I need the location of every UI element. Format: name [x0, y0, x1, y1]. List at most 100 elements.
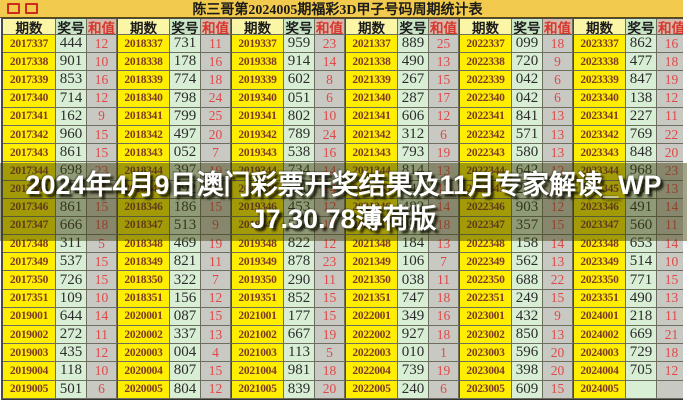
number-cell: 482 — [398, 198, 429, 217]
period-cell: 2023002 — [459, 326, 512, 345]
number-cell: 774 — [170, 71, 201, 90]
number-cell: 669 — [626, 326, 657, 345]
sum-cell: 21 — [657, 326, 687, 345]
period-cell: 2022004 — [345, 362, 398, 381]
sum-cell: 19 — [657, 71, 687, 90]
number-cell: 602 — [284, 71, 315, 90]
period-cell: 2022343 — [459, 144, 512, 163]
period-cell: 2023337 — [573, 35, 626, 54]
period-cell: 2018339 — [117, 71, 170, 90]
sum-cell: 15 — [87, 271, 117, 290]
number-cell: 698 — [56, 162, 87, 181]
number-cell: 667 — [284, 326, 315, 345]
number-cell: 726 — [56, 271, 87, 290]
number-cell: 889 — [398, 35, 429, 54]
sum-cell: 12 — [543, 198, 573, 217]
number-cell: 042 — [512, 71, 543, 90]
period-cell: 2021337 — [345, 35, 398, 54]
number-cell: 312 — [398, 125, 429, 145]
period-cell: 2020005 — [117, 380, 170, 399]
number-cell: 852 — [284, 289, 315, 308]
sum-cell: 11 — [315, 271, 345, 290]
sum-cell: 11 — [201, 180, 231, 199]
number-cell: 038 — [398, 271, 429, 290]
period-cell: 2021346 — [345, 198, 398, 217]
period-cell: 2024002 — [573, 326, 626, 345]
period-cell: 2017349 — [3, 253, 56, 272]
sum-cell: 18 — [201, 71, 231, 90]
sum-cell: 9 — [87, 107, 117, 126]
number-cell: 734 — [284, 162, 315, 181]
sum-cell: 15 — [543, 380, 573, 399]
period-cell: 2021004 — [231, 362, 284, 381]
period-cell: 2017341 — [3, 107, 56, 126]
period-cell: 2021338 — [345, 53, 398, 72]
sum-cell: 10 — [87, 53, 117, 72]
number-cell: 109 — [56, 289, 87, 308]
period-cell: 2019348 — [231, 235, 284, 254]
sum-cell: 1 — [429, 344, 459, 363]
period-cell: 2022001 — [345, 307, 398, 326]
sum-cell: 13 — [429, 235, 459, 254]
period-cell: 2019339 — [231, 71, 284, 90]
period-cell: 2018340 — [117, 89, 170, 108]
period-cell: 2021003 — [231, 344, 284, 363]
sum-cell: 20 — [201, 125, 231, 145]
period-cell: 2022341 — [459, 107, 512, 126]
period-cell: 2019004 — [3, 362, 56, 381]
period-cell: 2022348 — [459, 235, 512, 254]
number-cell: 841 — [512, 107, 543, 126]
sum-cell: 12 — [201, 289, 231, 308]
period-cell: 2017347 — [3, 216, 56, 236]
period-cell: 2019343 — [231, 144, 284, 163]
sum-cell: 11 — [429, 271, 459, 290]
sum-cell: 20 — [543, 362, 573, 381]
sum-cell: 18 — [657, 53, 687, 72]
period-cell: 2023001 — [459, 307, 512, 326]
number-cell: 878 — [284, 253, 315, 272]
number-cell: 513 — [170, 216, 201, 236]
number-cell: 848 — [626, 144, 657, 163]
number-cell: 642 — [512, 162, 543, 181]
sum-cell: 22 — [543, 271, 573, 290]
sum-cell: 25 — [429, 35, 459, 54]
watermark-line-2: J7.30.78薄荷版 — [250, 204, 437, 234]
period-cell: 2018343 — [117, 144, 170, 163]
number-cell: 337 — [170, 326, 201, 345]
period-cell: 2017342 — [3, 125, 56, 145]
period-cell: 2018345 — [117, 180, 170, 199]
number-cell: 861 — [56, 198, 87, 217]
number-cell: 739 — [398, 362, 429, 381]
number-cell: 729 — [626, 344, 657, 363]
period-cell: 2019344 — [231, 162, 284, 181]
sum-cell: 10 — [657, 253, 687, 272]
number-cell: 514 — [626, 253, 657, 272]
sum-cell: 4 — [201, 344, 231, 363]
sum-cell: 13 — [429, 180, 459, 199]
number-cell: 249 — [512, 289, 543, 308]
number-cell: 959 — [284, 35, 315, 54]
sum-cell: 23 — [315, 253, 345, 272]
period-cell: 2019351 — [231, 289, 284, 308]
sum-cell: 13 — [201, 326, 231, 345]
sum-cell: 10 — [87, 362, 117, 381]
number-cell: 822 — [284, 235, 315, 254]
period-cell: 2022346 — [459, 198, 512, 217]
header-number: 奖号 — [512, 19, 543, 35]
number-cell: 042 — [512, 89, 543, 108]
period-cell: 2022350 — [459, 271, 512, 290]
period-cell: 2021342 — [345, 125, 398, 145]
number-cell: 562 — [512, 253, 543, 272]
number-cell: 644 — [56, 307, 87, 326]
period-cell: 2019338 — [231, 53, 284, 72]
sum-cell: 15 — [87, 198, 117, 217]
sum-cell: 7 — [201, 144, 231, 163]
sum-cell: 5 — [87, 235, 117, 254]
period-cell: 2022337 — [459, 35, 512, 54]
number-cell: 596 — [512, 344, 543, 363]
number-cell: 357 — [512, 216, 543, 236]
number-cell: 914 — [284, 53, 315, 72]
period-cell: 2017343 — [3, 144, 56, 163]
sum-cell: 13 — [429, 162, 459, 181]
